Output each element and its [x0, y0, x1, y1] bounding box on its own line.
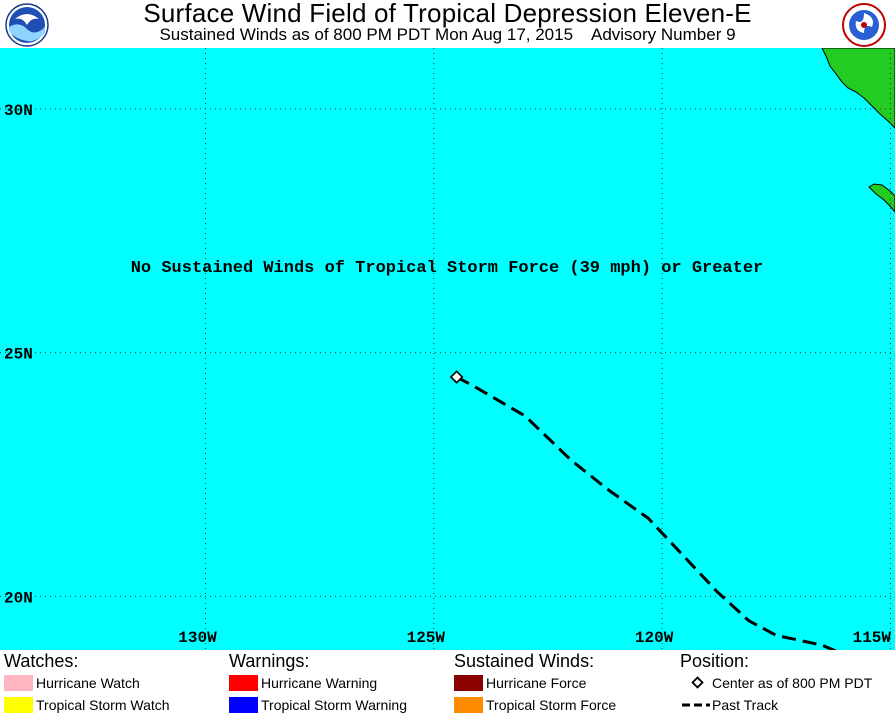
hurricane-force-swatch — [454, 675, 483, 691]
grid-labels: 30N 25N 20N 130W 125W 120W 115W — [4, 102, 891, 647]
dashed-line-icon — [682, 703, 710, 707]
storm-center-marker — [449, 370, 464, 384]
latitude-label: 20N — [4, 589, 33, 607]
longitude-label: 120W — [635, 629, 674, 647]
map-title: Surface Wind Field of Tropical Depressio… — [143, 0, 752, 28]
hurricane-watch-swatch — [4, 675, 33, 691]
ocean — [0, 48, 895, 650]
hurricane-warning-swatch — [229, 675, 258, 691]
longitude-label: 130W — [178, 629, 217, 647]
tropical-storm-watch-swatch — [4, 697, 33, 713]
latitude-label: 30N — [4, 102, 33, 120]
coastline-southern-baja — [868, 183, 895, 213]
no-tropical-storm-winds-notice: No Sustained Winds of Tropical Storm For… — [131, 259, 764, 278]
map-subtitle: Sustained Winds as of 800 PM PDT Mon Aug… — [159, 25, 736, 44]
legend-sustained-winds: Sustained Winds: Hurricane Force Tropica… — [450, 650, 616, 716]
legend-hurricane-force: Hurricane Force — [450, 672, 594, 694]
map-canvas: 30N 25N 20N 130W 125W 120W 115W No Sustained W… — [0, 48, 895, 650]
legend: Watches: Hurricane Watch Tropical Storm … — [0, 650, 895, 716]
header: Surface Wind Field of Tropical Depressio… — [0, 0, 895, 48]
legend-position: Position: Center as of 800 PM PDT Past T… — [676, 650, 872, 716]
legend-watches-heading: Watches: — [4, 651, 79, 671]
legend-center: Center as of 800 PM PDT — [676, 672, 872, 694]
legend-hurricane-watch: Hurricane Watch — [0, 672, 140, 694]
tropical-storm-warning-swatch — [229, 697, 258, 713]
legend-past-track: Past Track — [676, 694, 778, 716]
lat-lon-grid — [0, 48, 895, 650]
center-diamond-icon — [691, 676, 704, 689]
wind-field-map: 30N 25N 20N 130W 125W 120W 115W No Sustained W… — [0, 48, 895, 650]
legend-hurricane-warning: Hurricane Warning — [225, 672, 377, 694]
nws-logo — [842, 3, 886, 47]
legend-warnings-heading: Warnings: — [229, 651, 310, 671]
legend-watches: Watches: Hurricane Watch Tropical Storm … — [0, 650, 170, 716]
legend-warnings: Warnings: Hurricane Warning Tropical Sto… — [225, 650, 407, 716]
coastline-baja — [821, 48, 895, 129]
tropical-storm-force-swatch — [454, 697, 483, 713]
longitude-label: 115W — [853, 629, 892, 647]
noaa-logo — [5, 3, 49, 47]
legend-winds-heading: Sustained Winds: — [454, 651, 595, 671]
legend-tropical-storm-watch: Tropical Storm Watch — [0, 694, 170, 716]
latitude-label: 25N — [4, 346, 33, 364]
legend-tropical-storm-force: Tropical Storm Force — [450, 694, 616, 716]
legend-position-heading: Position: — [680, 651, 750, 671]
longitude-label: 125W — [407, 629, 446, 647]
legend-tropical-storm-warning: Tropical Storm Warning — [225, 694, 407, 716]
